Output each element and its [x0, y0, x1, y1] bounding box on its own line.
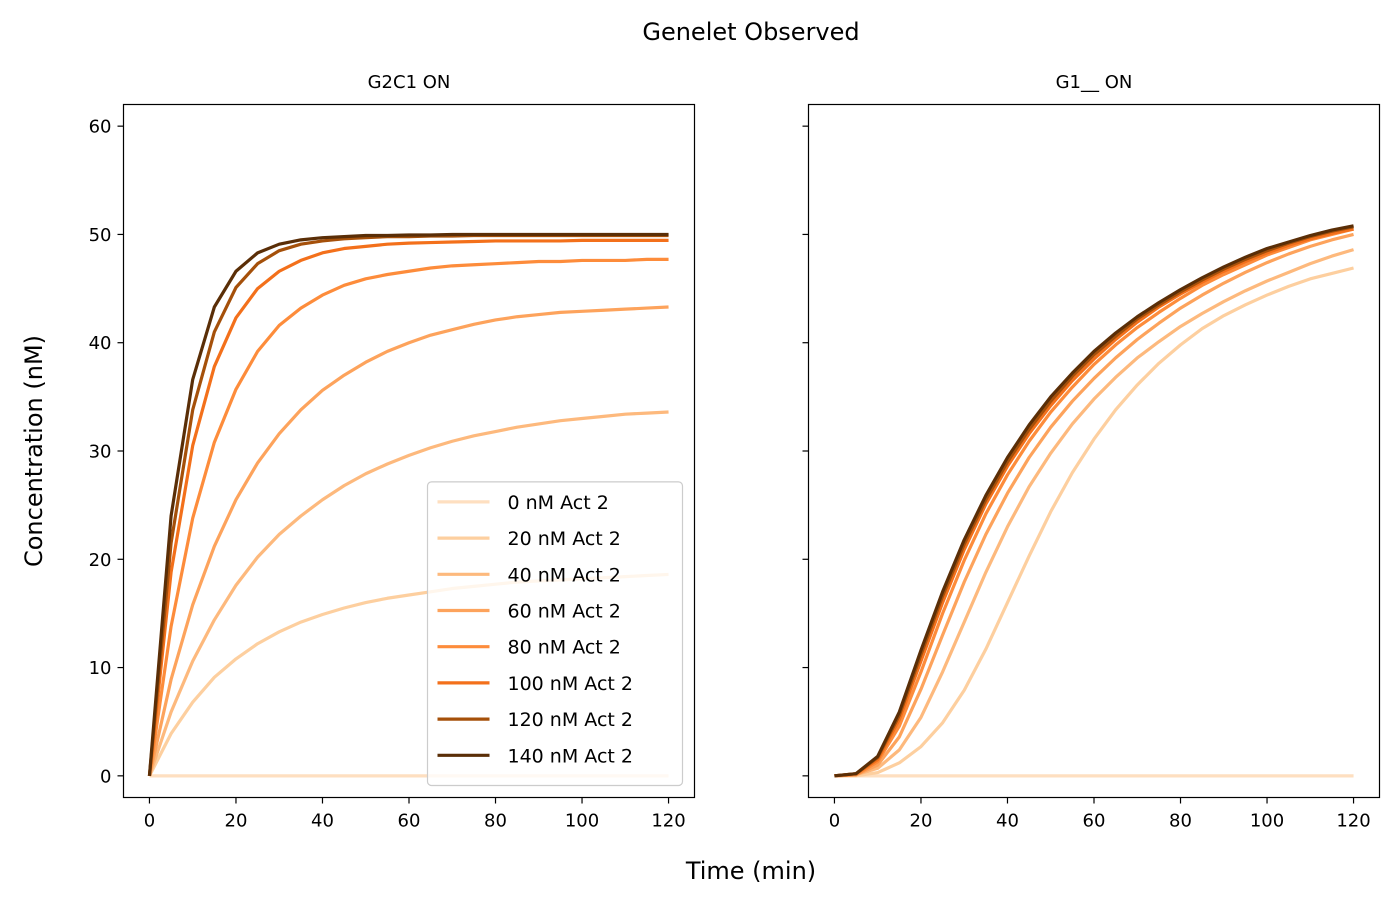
- series-line-40-nm-act-2: [834, 248, 1355, 778]
- x-tick-label-80: 80: [1169, 811, 1192, 832]
- y-tick-label-20: 20: [89, 550, 112, 571]
- figure-title: Genelet Observed: [642, 18, 859, 46]
- x-tick-label-20: 20: [910, 811, 933, 832]
- x-axis-label: Time (min): [685, 857, 816, 885]
- x-tick-label-120: 120: [651, 811, 685, 832]
- x-tick-label-0: 0: [144, 811, 155, 832]
- legend-box: [426, 481, 684, 787]
- y-tick-label-60: 60: [89, 117, 112, 138]
- y-tick-label-50: 50: [89, 225, 112, 246]
- legend-label-0-nm-act-2: 0 nM Act 2: [508, 492, 609, 514]
- x-tick-label-100: 100: [565, 811, 599, 832]
- legend-label-60-nm-act-2: 60 nM Act 2: [508, 601, 621, 623]
- y-tick-label-0: 0: [100, 766, 111, 787]
- plot-frame: [122, 103, 696, 799]
- series-line-100-nm-act-2: [834, 227, 1354, 778]
- legend-label-120-nm-act-2: 120 nM Act 2: [508, 709, 633, 731]
- subplot-title: G2C1 ON: [368, 72, 451, 93]
- series-line-80-nm-act-2: [834, 227, 1354, 778]
- legend-label-140-nm-act-2: 140 nM Act 2: [508, 745, 633, 767]
- subplot-g2c1-on: G2C1 ON 0 20 40 60 80 100 120 0 10 20 30 40 50 60 0 n…: [89, 72, 696, 832]
- legend-label-100-nm-act-2: 100 nM Act 2: [508, 673, 633, 695]
- series-line-60-nm-act-2: [147, 305, 669, 777]
- legend-label-20-nm-act-2: 20 nM Act 2: [508, 528, 621, 550]
- x-tick-label-40: 40: [311, 811, 334, 832]
- y-tick-label-30: 30: [89, 442, 112, 463]
- subplot-title: G1__ ON: [1056, 72, 1133, 93]
- series-line-20-nm-act-2: [834, 266, 1354, 778]
- series-line-140-nm-act-2: [147, 232, 669, 776]
- series-line-40-nm-act-2: [147, 410, 669, 777]
- x-tick-label-60: 60: [1083, 811, 1106, 832]
- y-axis-label: Concentration (nM): [20, 335, 48, 567]
- x-tick-label-0: 0: [829, 811, 840, 832]
- y-tick-label-10: 10: [89, 658, 112, 679]
- series-line-60-nm-act-2: [834, 232, 1354, 778]
- x-tick-label-100: 100: [1250, 811, 1284, 832]
- legend-label-40-nm-act-2: 40 nM Act 2: [508, 564, 621, 586]
- x-tick-label-40: 40: [996, 811, 1019, 832]
- y-tick-label-40: 40: [89, 333, 112, 354]
- x-tick-label-80: 80: [484, 811, 507, 832]
- plot-frame: [807, 103, 1381, 799]
- x-tick-label-120: 120: [1336, 811, 1370, 832]
- legend-label-80-nm-act-2: 80 nM Act 2: [508, 637, 621, 659]
- x-tick-label-20: 20: [225, 811, 248, 832]
- series-line-140-nm-act-2: [834, 224, 1354, 778]
- x-tick-label-60: 60: [398, 811, 421, 832]
- subplot-g1-on: G1__ ON 0 20 40 60 80 100 120: [802, 72, 1381, 832]
- series-line-100-nm-act-2: [147, 238, 669, 777]
- series-line-80-nm-act-2: [147, 257, 669, 777]
